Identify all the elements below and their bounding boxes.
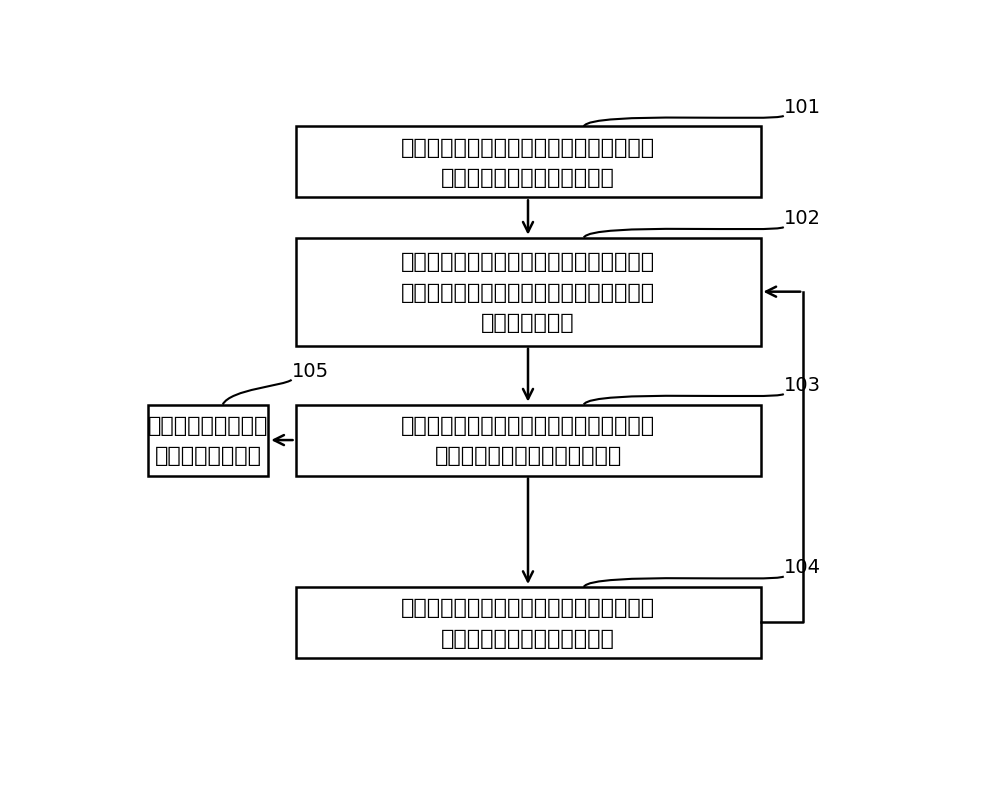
- FancyBboxPatch shape: [296, 128, 761, 198]
- Text: 在损失值大于预设值时，根据损失值优化脖
子关键点检测模型的网络参数: 在损失值大于预设值时，根据损失值优化脖 子关键点检测模型的网络参数: [401, 597, 655, 648]
- Text: 102: 102: [784, 209, 821, 228]
- FancyBboxPatch shape: [296, 587, 761, 658]
- Text: 101: 101: [784, 98, 821, 116]
- Text: 105: 105: [292, 362, 329, 380]
- Text: 利用模型输出的脖子关键点、标注的脖子关
键点、以及实际斜率计算损失值: 利用模型输出的脖子关键点、标注的脖子关 键点、以及实际斜率计算损失值: [401, 415, 655, 466]
- FancyBboxPatch shape: [148, 405, 268, 476]
- FancyBboxPatch shape: [296, 238, 761, 346]
- Text: 将样本图输入预先构建的脖子关键点检测模
型，以由脖子关键点检测模型进行学习，并
输出脖子关键点: 将样本图输入预先构建的脖子关键点检测模 型，以由脖子关键点检测模型进行学习，并 …: [401, 252, 655, 333]
- Text: 104: 104: [784, 557, 821, 577]
- Text: 在损失值小于预设值
时，停止训练流程: 在损失值小于预设值 时，停止训练流程: [148, 415, 268, 466]
- Text: 103: 103: [784, 375, 821, 395]
- Text: 确定样本图中由标注的脖子关键点与参考点
决定的直线所具有的实际斜率: 确定样本图中由标注的脖子关键点与参考点 决定的直线所具有的实际斜率: [401, 137, 655, 188]
- FancyBboxPatch shape: [296, 405, 761, 476]
